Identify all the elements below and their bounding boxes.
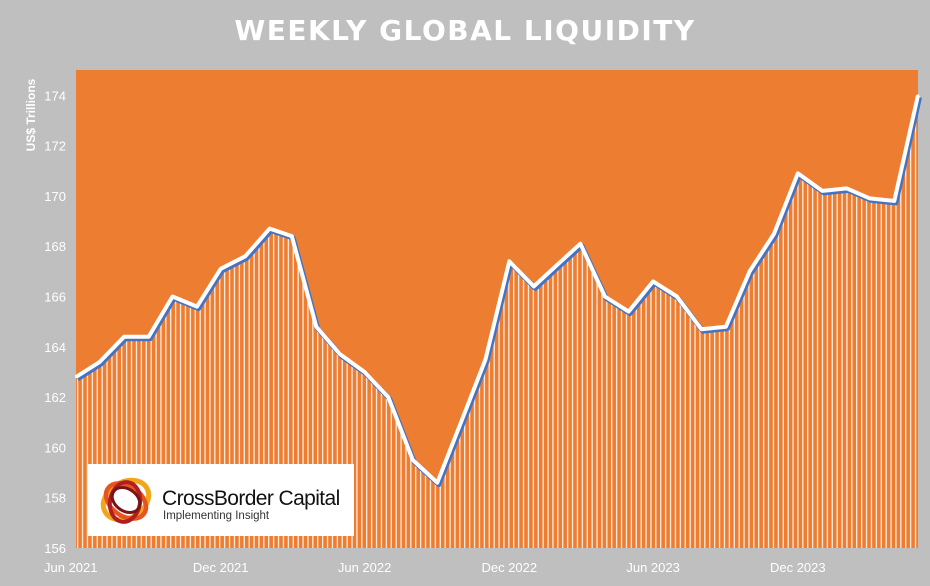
data-point — [845, 187, 848, 190]
data-point — [796, 172, 799, 175]
data-point — [532, 285, 535, 288]
x-tick-label: Dec 2022 — [481, 560, 537, 575]
data-point — [748, 270, 751, 273]
x-tick-label: Jun 2023 — [626, 560, 680, 575]
data-point — [147, 335, 150, 338]
y-tick-label: 156 — [44, 541, 66, 556]
y-tick-label: 168 — [44, 239, 66, 254]
data-point — [675, 295, 678, 298]
x-tick-label: Dec 2021 — [193, 560, 249, 575]
line-layer — [74, 94, 922, 488]
y-tick-label: 166 — [44, 290, 66, 305]
data-point — [411, 459, 414, 461]
x-tick-label: Dec 2023 — [770, 560, 826, 575]
data-point — [868, 197, 871, 200]
data-point — [171, 295, 174, 298]
y-tick-label: 160 — [44, 440, 66, 455]
data-point — [484, 358, 487, 361]
logo-tagline: Implementing Insight — [163, 510, 270, 522]
data-point — [893, 199, 896, 202]
data-point — [460, 421, 462, 424]
y-tick-label: 174 — [44, 88, 66, 103]
data-point — [219, 267, 222, 270]
logo-mark-icon — [100, 477, 152, 524]
data-point — [773, 232, 776, 235]
data-point — [627, 310, 630, 313]
data-point — [315, 325, 318, 328]
chart-title: WEEKLY GLOBAL LIQUIDITY — [234, 14, 696, 47]
data-point — [821, 189, 824, 192]
x-tick-label: Jun 2021 — [44, 560, 98, 575]
data-point — [436, 481, 439, 484]
data-point — [363, 371, 366, 373]
data-point — [700, 328, 703, 331]
data-point — [290, 235, 293, 238]
series-line — [74, 94, 920, 485]
logo-name: CrossBorder Capital — [162, 487, 340, 510]
crossborder-logo: CrossBorder Capital Implementing Insight — [88, 464, 354, 536]
data-point — [196, 305, 198, 308]
y-tick-labels: 156 158 160 162 164 166 168 170 172 174 — [44, 88, 66, 556]
data-point — [652, 280, 655, 283]
data-point — [603, 295, 606, 298]
y-tick-label: 172 — [44, 139, 66, 154]
y-tick-label: 170 — [44, 189, 66, 204]
y-tick-label: 158 — [44, 491, 66, 506]
data-point — [75, 376, 77, 378]
y-tick-label: 164 — [44, 340, 66, 355]
y-tick-label: 162 — [44, 390, 66, 405]
data-point — [579, 242, 582, 245]
data-point — [339, 353, 342, 356]
data-point — [557, 262, 560, 265]
data-point — [724, 325, 727, 328]
data-point — [123, 335, 126, 338]
data-point — [98, 360, 101, 363]
data-point — [268, 227, 271, 230]
x-tick-label: Jun 2022 — [338, 560, 392, 575]
data-point — [244, 255, 247, 258]
data-point — [917, 94, 919, 97]
x-tick-labels: Jun 2021 Dec 2021 Jun 2022 Dec 2022 Jun 2023… — [44, 560, 826, 575]
data-point — [387, 396, 390, 399]
data-point — [508, 260, 511, 263]
